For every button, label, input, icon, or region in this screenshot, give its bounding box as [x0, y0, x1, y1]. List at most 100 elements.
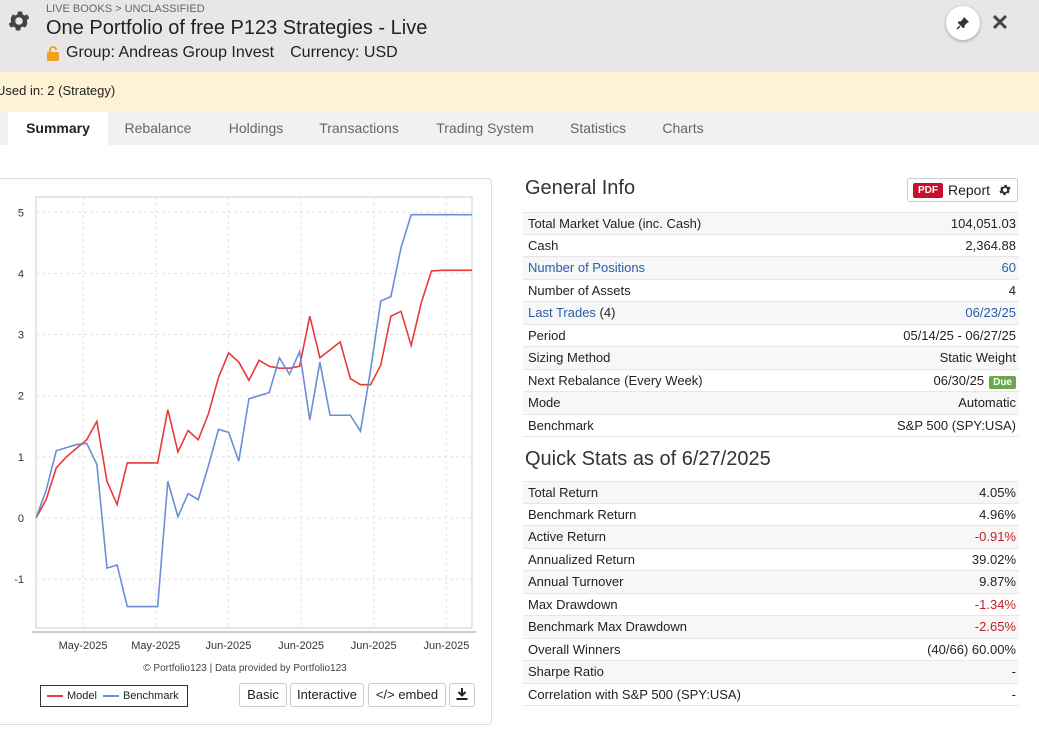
y-tick-label: 1	[18, 452, 24, 464]
row-label: Period	[528, 327, 566, 343]
row-label: Benchmark Max Drawdown	[528, 619, 687, 635]
chart-legend: Model Benchmark	[40, 685, 188, 707]
breadcrumb[interactable]: LIVE BOOKS > UNCLASSIFIED	[46, 3, 205, 15]
stat-row: Annualized Return 39.02%	[523, 549, 1019, 571]
tab-bar: Summary Rebalance Holdings Transactions …	[0, 112, 1039, 145]
y-tick-label: 3	[18, 330, 24, 342]
x-tick-label: Jun-2025	[205, 640, 251, 652]
row-label: Benchmark Return	[528, 506, 637, 522]
series-line-model	[35, 269, 472, 519]
y-tick-label: -1	[14, 574, 24, 586]
legend-benchmark-swatch	[102, 695, 119, 697]
stat-row: Overall Winners (40/66) 60.00%	[523, 639, 1019, 661]
info-row-number-of-assets: Number of Assets 4	[523, 280, 1019, 302]
row-value: Static Weight	[939, 350, 1016, 366]
row-value: 05/14/25 - 06/27/25	[903, 327, 1016, 343]
download-icon	[456, 688, 468, 700]
last-trades-count: (4)	[595, 305, 616, 321]
report-settings-button[interactable]	[993, 178, 1018, 202]
report-button[interactable]: PDF Report	[907, 178, 995, 202]
x-tick-label: Jun-2025	[351, 640, 397, 652]
info-row-mode: Mode Automatic	[523, 392, 1019, 415]
row-value: 2,364.88	[965, 237, 1016, 253]
row-label: Total Return	[528, 484, 599, 500]
row-value: -	[1011, 664, 1016, 680]
row-value: -2.65%	[974, 619, 1016, 635]
row-label: Max Drawdown	[528, 596, 618, 612]
positions-link[interactable]: Number of Positions	[528, 260, 646, 276]
gear-icon	[999, 184, 1011, 196]
header: LIVE BOOKS > UNCLASSIFIED One Portfolio …	[0, 0, 1039, 72]
stat-row: Benchmark Max Drawdown -2.65%	[523, 616, 1019, 639]
stat-row: Benchmark Return 4.96%	[523, 504, 1019, 526]
tab-holdings[interactable]: Holdings	[228, 120, 284, 136]
row-label: Correlation with S&P 500 (SPY:USA)	[528, 686, 741, 702]
stat-row: Active Return -0.91%	[523, 526, 1019, 549]
gear-icon[interactable]	[6, 8, 32, 34]
y-tick-label: 0	[18, 513, 24, 525]
x-tick-label: May-2025	[59, 640, 108, 652]
pin-button[interactable]	[946, 6, 980, 40]
info-row-last-trades: Last Trades (4) 06/23/25	[523, 302, 1019, 325]
used-in-text[interactable]: Used in: 2 (Strategy)	[0, 83, 116, 98]
info-row-benchmark: Benchmark S&P 500 (SPY:USA)	[523, 415, 1019, 437]
row-value: 4.05%	[979, 484, 1016, 500]
row-label: Annual Turnover	[528, 574, 624, 590]
embed-button[interactable]: </> embed	[368, 683, 446, 707]
row-value: (40/66) 60.00%	[927, 641, 1016, 657]
due-badge: Due	[989, 375, 1016, 389]
currency-label: Currency: USD	[290, 44, 398, 61]
last-trades-date-link[interactable]: 06/23/25	[965, 305, 1016, 321]
row-label: Benchmark	[528, 417, 594, 433]
row-label: Sizing Method	[528, 350, 611, 366]
y-tick-label: 2	[18, 391, 24, 403]
tab-rebalance[interactable]: Rebalance	[124, 120, 192, 136]
tab-statistics[interactable]: Statistics	[569, 120, 626, 136]
row-value: -0.91%	[974, 529, 1016, 545]
x-tick-label: Jun-2025	[278, 640, 324, 652]
stat-row: Correlation with S&P 500 (SPY:USA) -	[523, 684, 1019, 706]
last-trades-cell: Last Trades (4)	[528, 305, 615, 320]
legend-model-swatch	[47, 695, 63, 697]
x-tick-label: May-2025	[131, 640, 180, 652]
positions-count-link[interactable]: 60	[1001, 260, 1016, 276]
legend-model-label[interactable]: Model	[67, 690, 97, 702]
row-label: Sharpe Ratio	[528, 664, 604, 680]
info-row-total-market-value: Total Market Value (inc. Cash) 104,051.0…	[523, 212, 1019, 235]
quick-stats-title: Quick Stats as of 6/27/2025	[525, 448, 771, 470]
row-value: 06/30/25	[933, 372, 985, 388]
info-row-period: Period 05/14/25 - 06/27/25	[523, 325, 1019, 347]
interactive-button[interactable]: Interactive	[290, 683, 364, 707]
row-label: Annualized Return	[528, 551, 635, 567]
info-row-cash: Cash 2,364.88	[523, 235, 1019, 257]
performance-chart[interactable]: -1 0 1 2 3 4 5 May-2025 May-2025 Jun-2025 Jun-2025…	[0, 0, 492, 660]
close-icon[interactable]: ✕	[990, 10, 1010, 35]
last-trades-link[interactable]: Last Trades	[528, 305, 596, 321]
row-value: Automatic	[958, 395, 1016, 411]
chart-credit: © Portfolio123 | Data provided by Portfo…	[143, 663, 347, 674]
download-button[interactable]	[449, 683, 475, 707]
general-info-table: Total Market Value (inc. Cash) 104,051.0…	[523, 212, 1019, 437]
y-tick-label: 4	[18, 268, 24, 280]
row-label: Active Return	[528, 529, 607, 545]
stat-row: Max Drawdown -1.34%	[523, 594, 1019, 616]
general-info-title: General Info	[525, 177, 636, 199]
tab-summary[interactable]: Summary	[8, 112, 108, 145]
row-label: Number of Assets	[528, 282, 631, 298]
plot-area	[35, 196, 473, 629]
info-row-next-rebalance: Next Rebalance (Every Week) 06/30/25 Due	[523, 370, 1019, 392]
row-label: Cash	[528, 237, 559, 253]
x-tick-label: Jun-2025	[423, 640, 469, 652]
series-line-benchmark	[35, 213, 472, 608]
stat-row: Total Return 4.05%	[523, 481, 1019, 504]
info-row-sizing-method: Sizing Method Static Weight	[523, 347, 1019, 370]
tab-charts[interactable]: Charts	[662, 120, 704, 136]
tab-trading-system[interactable]: Trading System	[436, 120, 534, 136]
row-label: Mode	[528, 395, 561, 411]
tab-transactions[interactable]: Transactions	[319, 120, 399, 136]
quick-stats-table: Total Return 4.05% Benchmark Return 4.96% …	[523, 481, 1019, 706]
pin-icon	[956, 17, 969, 30]
row-value: 104,051.03	[950, 215, 1016, 231]
legend-benchmark-label[interactable]: Benchmark	[122, 690, 179, 702]
basic-button[interactable]: Basic	[239, 683, 287, 707]
